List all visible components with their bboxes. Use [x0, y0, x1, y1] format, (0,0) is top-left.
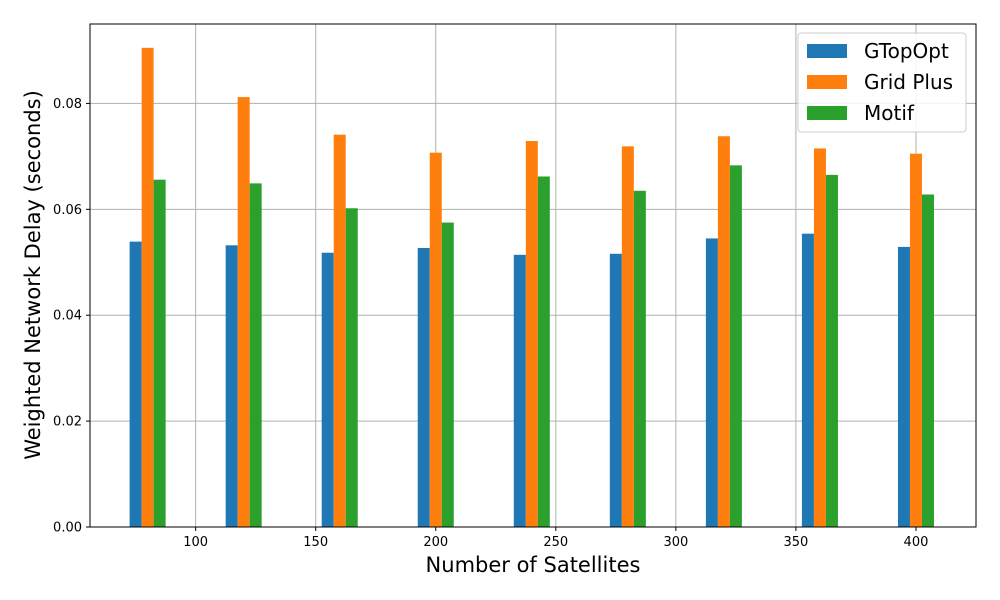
x-tick-label: 100 — [183, 535, 208, 550]
legend-swatch — [807, 44, 847, 58]
x-tick-label: 250 — [543, 535, 568, 550]
y-tick-label: 0.00 — [53, 521, 82, 536]
bar-gtopopt — [225, 245, 238, 527]
bar-motif — [537, 176, 550, 528]
bar-grid-plus — [429, 152, 442, 527]
legend-label: Motif — [864, 101, 915, 125]
bar-motif — [249, 183, 262, 527]
y-axis-label: Weighted Network Delay (seconds) — [21, 90, 45, 460]
bar-grid-plus — [621, 146, 634, 528]
bar-gtopopt — [705, 238, 718, 528]
x-tick-label: 400 — [904, 535, 929, 550]
bar-motif — [921, 194, 934, 527]
bar-motif — [441, 222, 454, 528]
bar-grid-plus — [813, 148, 826, 527]
bar-gtopopt — [801, 233, 814, 528]
y-axis: 0.00 0.02 0.04 0.06 0.08 — [53, 97, 90, 536]
x-tick-label: 300 — [663, 535, 688, 550]
bar-gtopopt — [321, 252, 334, 527]
bar-grid-plus — [141, 47, 154, 527]
bar-grid-plus — [909, 153, 922, 527]
y-tick-label: 0.06 — [53, 203, 82, 218]
y-tick-label: 0.02 — [53, 415, 82, 430]
x-tick-label: 200 — [423, 535, 448, 550]
x-tick-label: 350 — [784, 535, 809, 550]
legend-swatch — [807, 75, 847, 89]
bar-motif — [153, 179, 166, 527]
plot-frame — [89, 23, 977, 528]
bar-gtopopt — [129, 241, 142, 527]
x-tick-label: 150 — [303, 535, 328, 550]
bar-motif — [633, 190, 646, 527]
bar-gtopopt — [513, 254, 526, 527]
bars — [129, 47, 934, 528]
legend-label: GTopOpt — [864, 39, 949, 63]
bar-grid-plus — [237, 97, 250, 527]
bar-gtopopt — [417, 247, 430, 528]
y-tick-label: 0.08 — [53, 97, 82, 112]
bar-grid-plus — [333, 134, 346, 527]
bar-gtopopt — [897, 246, 910, 527]
bar-gtopopt — [609, 253, 622, 528]
y-tick-label: 0.04 — [53, 309, 82, 324]
legend-swatch — [807, 106, 847, 120]
bar-grid-plus — [717, 136, 730, 528]
x-axis: 100 150 200 250 300 350 400 — [183, 527, 928, 550]
bar-motif — [825, 174, 838, 527]
legend: GTopOpt Grid Plus Motif — [797, 32, 967, 133]
bar-motif — [345, 208, 358, 527]
legend-label: Grid Plus — [864, 70, 953, 94]
x-axis-label: Number of Satellites — [426, 553, 641, 577]
bar-motif — [729, 165, 742, 527]
bar-grid-plus — [525, 141, 538, 528]
